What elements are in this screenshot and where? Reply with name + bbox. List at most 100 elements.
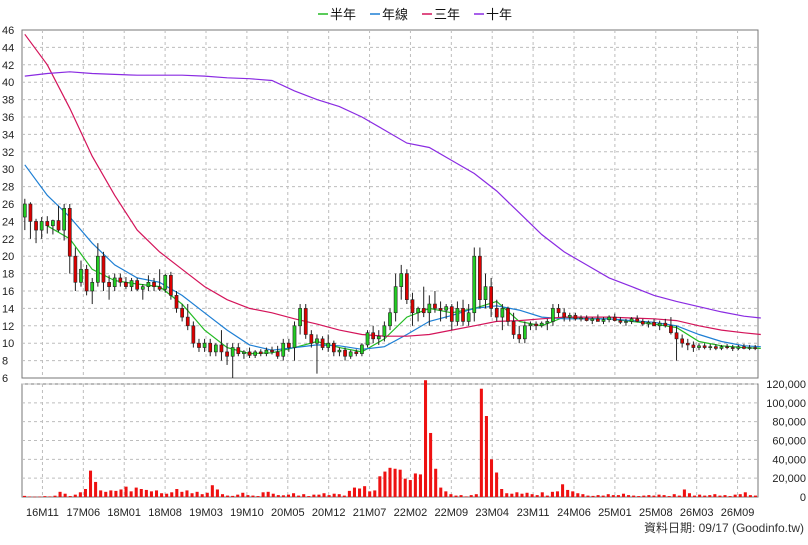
volume-bar	[429, 432, 433, 497]
candle	[275, 345, 280, 359]
price-y-tick-label: 20	[2, 251, 14, 263]
candle-body	[51, 220, 55, 227]
candle	[567, 312, 572, 322]
candle	[185, 304, 190, 331]
candle-body	[371, 332, 375, 340]
candle-body	[618, 320, 623, 323]
volume-bar	[703, 495, 707, 497]
volume-bar	[302, 494, 306, 497]
volume-bar	[561, 484, 565, 497]
volume-bar	[307, 496, 311, 497]
candle-body	[511, 321, 516, 335]
candle-body	[730, 347, 735, 349]
candle	[118, 273, 123, 287]
candle	[258, 349, 263, 357]
candle	[152, 277, 156, 291]
candle-body	[169, 275, 173, 296]
volume-bar	[743, 492, 747, 497]
candle	[281, 338, 286, 361]
candle	[180, 304, 184, 322]
candle	[208, 338, 213, 357]
volume-bar	[297, 495, 301, 497]
candle-body	[275, 351, 280, 357]
volume-bar	[693, 495, 697, 497]
candle-body	[393, 286, 398, 314]
candle-body	[612, 316, 617, 321]
volume-y-tick-label: 20,000	[772, 473, 806, 485]
candle-body	[736, 346, 741, 349]
volume-bar	[286, 494, 291, 497]
candle	[522, 321, 527, 344]
x-tick-label: 23M04	[475, 507, 509, 519]
volume-bar	[63, 493, 67, 497]
candle-body	[753, 347, 758, 349]
candle	[691, 341, 696, 352]
candle-body	[714, 346, 718, 349]
volume-bar	[276, 495, 280, 497]
volume-bar	[474, 494, 478, 497]
candle-body	[73, 255, 78, 283]
volume-bar	[134, 487, 138, 497]
volume-bar	[464, 496, 468, 497]
candle-body	[219, 344, 224, 353]
candle	[629, 317, 634, 325]
volume-bar	[94, 481, 98, 497]
price-y-tick-label: 16	[2, 286, 14, 298]
candle	[697, 343, 701, 351]
volume-bar	[647, 495, 651, 497]
candle	[601, 317, 606, 325]
candle	[22, 198, 27, 231]
candle-body	[56, 220, 61, 231]
candlesticks	[22, 198, 758, 378]
candle-body	[539, 322, 544, 327]
volume-bar	[505, 493, 509, 497]
candle	[62, 204, 66, 241]
candle-body	[270, 349, 274, 353]
volume-bar	[581, 494, 585, 497]
candle	[101, 251, 106, 291]
candle-body	[545, 321, 550, 324]
candle-body	[596, 318, 600, 322]
price-y-tick-label: 38	[2, 95, 14, 107]
volume-bar	[723, 495, 727, 497]
volume-bar	[515, 492, 519, 497]
candle-body	[697, 345, 701, 348]
volume-bar	[393, 468, 397, 497]
candle	[685, 338, 690, 351]
candle-body	[702, 345, 707, 348]
price-y-tick-label: 26	[2, 199, 14, 211]
candle	[545, 318, 550, 331]
candle	[562, 308, 567, 322]
candle	[320, 336, 325, 351]
candle-body	[640, 321, 645, 325]
price-y-tick-label: 42	[2, 60, 14, 72]
candle-body	[326, 342, 331, 348]
candle	[652, 318, 656, 327]
candle-body	[185, 316, 190, 327]
candle-body	[472, 255, 477, 314]
x-tick-label: 19M10	[230, 507, 264, 519]
candle	[56, 205, 61, 232]
volume-bar	[200, 494, 204, 497]
volume-bar	[662, 495, 666, 497]
volume-bar	[89, 470, 93, 497]
volume-bar	[444, 491, 448, 497]
volume-bar	[459, 495, 463, 497]
candle	[736, 344, 741, 351]
candle-body	[287, 342, 291, 348]
volume-bar	[170, 492, 174, 497]
volume-bar	[210, 485, 214, 497]
candle	[28, 202, 33, 239]
volume-bar	[682, 489, 686, 497]
candle-body	[39, 221, 44, 231]
candle-body	[382, 325, 387, 337]
volume-bar	[205, 492, 209, 497]
volume-bar	[165, 493, 169, 497]
price-y-tick-label: 22	[2, 234, 14, 246]
candle-body	[124, 281, 128, 287]
candle	[393, 273, 398, 322]
volume-bar	[576, 493, 580, 497]
volume-bar	[104, 491, 108, 497]
volume-bar	[652, 495, 656, 497]
candle-body	[79, 268, 83, 283]
